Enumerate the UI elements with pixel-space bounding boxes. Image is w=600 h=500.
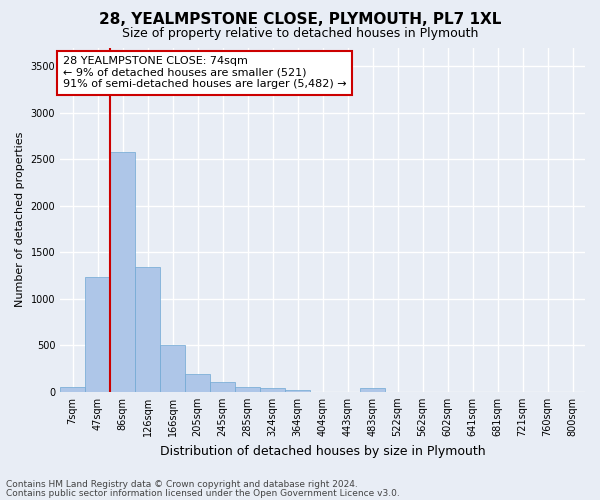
X-axis label: Distribution of detached houses by size in Plymouth: Distribution of detached houses by size … (160, 444, 485, 458)
Bar (235, 387, 260, 392)
Text: Contains public sector information licensed under the Open Government Licence v3: Contains public sector information licen… (6, 488, 400, 498)
Text: Contains HM Land Registry data © Crown copyright and database right 2024.: Contains HM Land Registry data © Crown c… (6, 480, 358, 489)
Bar (360, 388, 385, 392)
Bar (110, 152, 135, 392)
Text: Size of property relative to detached houses in Plymouth: Size of property relative to detached ho… (122, 28, 478, 40)
Text: 28 YEALMPSTONE CLOSE: 74sqm
← 9% of detached houses are smaller (521)
91% of sem: 28 YEALMPSTONE CLOSE: 74sqm ← 9% of deta… (63, 56, 346, 90)
Bar (135, 267, 160, 392)
Bar (260, 388, 285, 392)
Y-axis label: Number of detached properties: Number of detached properties (15, 132, 25, 308)
Bar (285, 390, 310, 392)
Bar (160, 346, 185, 392)
Text: 28, YEALMPSTONE CLOSE, PLYMOUTH, PL7 1XL: 28, YEALMPSTONE CLOSE, PLYMOUTH, PL7 1XL (99, 12, 501, 28)
Bar (210, 382, 235, 392)
Bar (185, 374, 210, 392)
Bar (85, 278, 110, 392)
Bar (60, 387, 85, 392)
